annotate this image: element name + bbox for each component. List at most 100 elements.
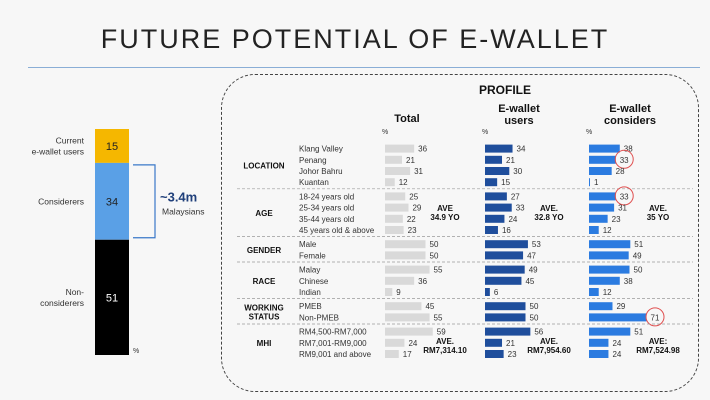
bar-value-considers: 23 — [612, 215, 621, 224]
bar-users — [485, 265, 525, 274]
bar-total — [385, 251, 426, 260]
bar-users — [485, 350, 504, 358]
average-users: AVE. 32.8 YO — [534, 204, 563, 222]
bar-total — [385, 144, 415, 153]
row-label: Klang Valley — [299, 145, 343, 154]
bar-considers — [589, 276, 620, 285]
bar-considers — [589, 155, 616, 164]
bar-value-considers: 71 — [651, 313, 660, 322]
bar-value-users: 34 — [517, 145, 526, 154]
bar-total — [385, 265, 430, 274]
bar-considers — [589, 350, 609, 358]
group-label: WORKING STATUS — [244, 303, 284, 321]
group-label: LOCATION — [243, 161, 284, 170]
bar-value-total: 59 — [437, 328, 446, 337]
bar-value-considers: 1 — [594, 178, 599, 187]
bar-value-users: 15 — [501, 178, 510, 187]
column-unit-total: % — [382, 129, 388, 136]
stack-segment-current-users — [95, 129, 129, 163]
considerers-count: ~3.4m — [160, 189, 197, 204]
row-label: 45 years old & above — [299, 226, 375, 235]
bar-value-users: 50 — [530, 313, 539, 322]
page-title: FUTURE POTENTIAL OF E-WALLET — [100, 24, 610, 54]
bar-users — [485, 302, 526, 311]
bar-total — [385, 178, 395, 187]
bar-value-considers: 33 — [620, 156, 629, 165]
bar-total — [385, 214, 403, 223]
bar-value-total: 50 — [430, 240, 439, 249]
bar-considers — [589, 302, 613, 311]
stack-unit: % — [133, 348, 139, 355]
considerers-bracket — [133, 164, 156, 239]
bar-considers — [589, 226, 599, 234]
considerers-count-label: Malaysians — [162, 206, 205, 216]
row-label: 35-44 years old — [299, 215, 354, 224]
bar-considers — [589, 265, 630, 274]
bar-considers — [589, 178, 590, 187]
average-considers: AVE. 35 YO — [647, 204, 670, 222]
row-label: 18-24 years old — [299, 192, 354, 201]
bar-value-users: 16 — [502, 226, 511, 235]
bar-value-users: 27 — [511, 192, 520, 201]
stack-label-considerers: Considerers — [38, 196, 84, 206]
bar-users — [485, 144, 513, 153]
bar-value-considers: 49 — [633, 251, 642, 260]
bar-total — [385, 155, 403, 164]
bar-total — [385, 276, 415, 285]
bar-value-considers: 28 — [616, 167, 625, 176]
row-label: Non-PMEB — [299, 313, 339, 322]
average-total: AVE. RM7,314.10 — [423, 337, 467, 355]
group-label: RACE — [253, 277, 276, 286]
bar-value-users: 50 — [530, 302, 539, 311]
bar-users — [485, 338, 503, 347]
bar-value-users: 24 — [508, 215, 517, 224]
bar-users — [485, 276, 522, 285]
column-header-considers: E-wallet considers — [604, 103, 656, 127]
bar-value-total: 36 — [418, 277, 427, 286]
bar-total — [385, 302, 422, 311]
bar-total — [385, 203, 409, 212]
bar-value-total: 17 — [403, 350, 412, 359]
bar-total — [385, 338, 405, 347]
bar-users — [485, 167, 510, 175]
bar-considers — [589, 327, 631, 336]
profile-title: PROFILE — [479, 83, 531, 97]
bar-considers — [589, 203, 615, 212]
bar-value-considers: 51 — [634, 328, 643, 337]
bar-value-total: 50 — [430, 251, 439, 260]
bar-value-users: 53 — [532, 240, 541, 249]
bar-value-total: 36 — [418, 145, 427, 154]
bar-total — [385, 350, 399, 358]
bar-value-considers: 24 — [612, 350, 621, 359]
bar-value-users: 33 — [516, 204, 525, 213]
bar-users — [485, 214, 505, 223]
bar-considers — [589, 251, 629, 260]
column-unit-considers: % — [586, 129, 592, 136]
bar-value-total: 55 — [434, 313, 443, 322]
bar-users — [485, 178, 498, 187]
stack-segment-considerers — [95, 162, 129, 240]
bar-value-considers: 31 — [618, 204, 627, 213]
stack-value-non-considerers: 51 — [106, 292, 118, 304]
bar-users — [485, 226, 498, 234]
bar-total — [385, 288, 393, 296]
bar-considers — [589, 214, 608, 223]
bar-value-users: 45 — [525, 277, 534, 286]
row-label: Penang — [299, 156, 327, 165]
bar-value-users: 30 — [513, 167, 522, 176]
stack-label-non-considerers: Non-considerers — [40, 287, 84, 308]
average-considers: AVE: RM7,524.98 — [636, 337, 680, 355]
profile-panel — [221, 74, 699, 392]
bar-value-total: 29 — [412, 204, 421, 213]
row-label: RM7,001-RM9,000 — [299, 339, 367, 348]
bar-users — [485, 203, 512, 212]
stack-value-considerers: 34 — [106, 196, 118, 208]
bar-considers — [589, 313, 647, 322]
bar-total — [385, 167, 411, 175]
bar-considers — [589, 167, 612, 175]
bar-value-users: 6 — [494, 288, 499, 297]
bar-value-users: 56 — [534, 328, 543, 337]
stacked-bar-chart: 15 Current e-wallet users 34 Considerers 51 No… — [32, 129, 205, 355]
bar-considers — [589, 144, 620, 153]
